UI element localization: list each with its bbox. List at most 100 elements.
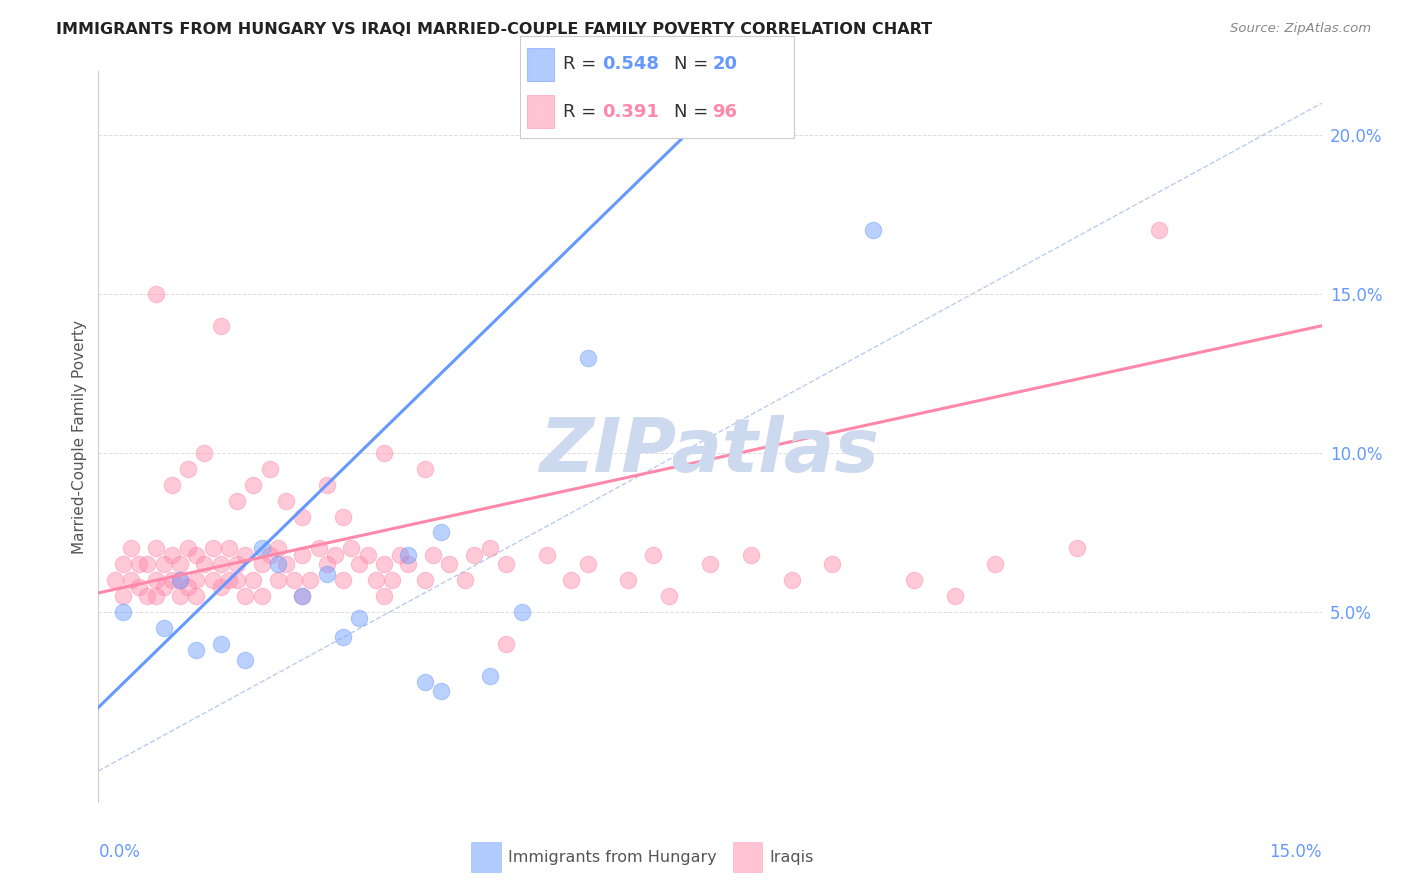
Point	[193, 558, 215, 572]
Point	[740, 548, 762, 562]
Point	[169, 573, 191, 587]
Point	[233, 548, 256, 562]
Point	[169, 589, 191, 603]
Text: 96: 96	[711, 103, 737, 120]
Point	[250, 558, 273, 572]
Point	[332, 573, 354, 587]
Point	[209, 580, 232, 594]
Point	[120, 541, 142, 556]
Point	[152, 558, 174, 572]
Point	[821, 558, 844, 572]
Point	[495, 637, 517, 651]
Text: R =: R =	[562, 55, 602, 73]
Point	[186, 573, 208, 587]
Point	[430, 684, 453, 698]
Text: Iraqis: Iraqis	[769, 850, 814, 864]
Point	[136, 589, 159, 603]
Point	[218, 541, 240, 556]
Point	[218, 573, 240, 587]
Point	[242, 477, 264, 491]
Point	[617, 573, 640, 587]
Point	[349, 558, 371, 572]
Point	[536, 548, 558, 562]
Point	[299, 573, 322, 587]
Point	[186, 643, 208, 657]
FancyBboxPatch shape	[471, 842, 501, 872]
Point	[780, 573, 803, 587]
Point	[413, 462, 436, 476]
Text: 20: 20	[711, 55, 737, 73]
Point	[658, 589, 681, 603]
Text: Source: ZipAtlas.com: Source: ZipAtlas.com	[1230, 22, 1371, 36]
Text: R =: R =	[562, 103, 602, 120]
Point	[340, 541, 363, 556]
Point	[186, 589, 208, 603]
Text: 0.548: 0.548	[603, 55, 659, 73]
Point	[209, 558, 232, 572]
Point	[111, 589, 134, 603]
Point	[233, 653, 256, 667]
Point	[478, 668, 501, 682]
Point	[169, 558, 191, 572]
Text: N =: N =	[673, 103, 714, 120]
Point	[242, 573, 264, 587]
Point	[291, 509, 314, 524]
Point	[209, 318, 232, 333]
Point	[512, 605, 534, 619]
Point	[291, 548, 314, 562]
Point	[250, 589, 273, 603]
Point	[478, 541, 501, 556]
Point	[332, 509, 354, 524]
Text: 0.391: 0.391	[603, 103, 659, 120]
Point	[274, 558, 297, 572]
Point	[862, 223, 884, 237]
Point	[145, 541, 167, 556]
Point	[111, 558, 134, 572]
Point	[145, 287, 167, 301]
Point	[315, 566, 337, 581]
Point	[454, 573, 477, 587]
Point	[160, 548, 183, 562]
Point	[381, 573, 404, 587]
Point	[373, 446, 395, 460]
Point	[152, 580, 174, 594]
Point	[226, 558, 249, 572]
FancyBboxPatch shape	[733, 842, 762, 872]
Point	[274, 493, 297, 508]
Point	[389, 548, 412, 562]
Point	[226, 573, 249, 587]
Point	[250, 541, 273, 556]
Point	[201, 541, 224, 556]
Point	[177, 580, 200, 594]
Point	[699, 558, 721, 572]
Point	[267, 541, 290, 556]
Point	[259, 462, 281, 476]
Text: N =: N =	[673, 55, 714, 73]
Text: IMMIGRANTS FROM HUNGARY VS IRAQI MARRIED-COUPLE FAMILY POVERTY CORRELATION CHART: IMMIGRANTS FROM HUNGARY VS IRAQI MARRIED…	[56, 22, 932, 37]
FancyBboxPatch shape	[527, 95, 554, 128]
Point	[283, 573, 305, 587]
Point	[903, 573, 925, 587]
Point	[396, 548, 419, 562]
FancyBboxPatch shape	[527, 48, 554, 81]
Point	[349, 611, 371, 625]
Point	[576, 558, 599, 572]
Text: 0.0%: 0.0%	[98, 843, 141, 861]
Point	[145, 573, 167, 587]
Point	[120, 573, 142, 587]
Point	[160, 477, 183, 491]
Point	[1147, 223, 1170, 237]
Text: ZIPatlas: ZIPatlas	[540, 415, 880, 488]
Point	[259, 548, 281, 562]
Point	[422, 548, 444, 562]
Point	[641, 548, 664, 562]
Point	[463, 548, 485, 562]
Point	[437, 558, 460, 572]
Point	[291, 589, 314, 603]
Point	[177, 462, 200, 476]
Point	[576, 351, 599, 365]
Point	[128, 580, 150, 594]
Text: Immigrants from Hungary: Immigrants from Hungary	[508, 850, 717, 864]
Point	[495, 558, 517, 572]
Point	[291, 589, 314, 603]
